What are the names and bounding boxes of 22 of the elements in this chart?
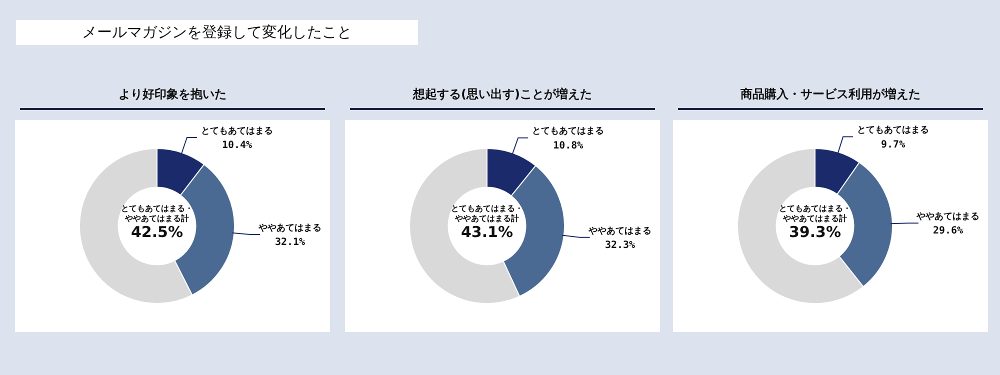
chart-title: 商品購入・サービス利用が増えた <box>678 82 983 110</box>
slice-label: とてもあてはまる <box>857 126 930 136</box>
slice-label: とてもあてはまる <box>532 126 604 137</box>
chart-title: 想起する(思い出す)ことが増えた <box>350 82 655 110</box>
slice-label: ややあてはまる <box>916 212 980 222</box>
text: とてもあてはまる・ややあてはまる計 <box>778 204 852 224</box>
text: 43.1% <box>460 223 514 241</box>
data-label: 10.4% <box>222 140 252 152</box>
slice-label: ややあてはまる <box>588 226 652 236</box>
data-label: 32.1% <box>274 237 306 248</box>
data-label: 32.3% <box>604 240 636 252</box>
text: とてもあてはまる・ややあてはまる計 <box>450 204 524 224</box>
chart-title: より好印象を抱いた <box>20 82 325 110</box>
text: 42.5% <box>130 223 184 241</box>
slice-label: ややあてはまる <box>258 223 322 234</box>
data-label: 29.6% <box>932 226 964 237</box>
text: とてもあてはまる・ややあてはまる計 <box>120 204 194 224</box>
slice-label: とてもあてはまる <box>201 126 274 136</box>
text: 39.3% <box>788 223 842 241</box>
data-label: 10.8% <box>553 140 584 152</box>
text: メールマガジンを登録して変化したこと <box>16 20 418 45</box>
data-label: 9.7% <box>881 139 906 150</box>
